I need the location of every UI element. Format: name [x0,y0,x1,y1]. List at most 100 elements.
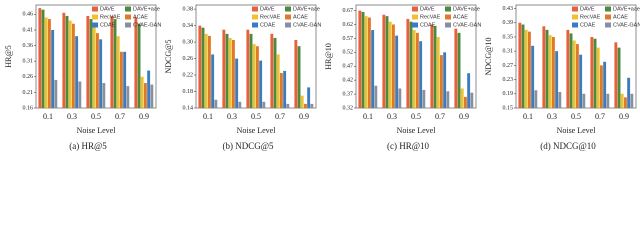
bar [548,35,552,109]
bar [364,16,368,109]
bar [65,15,69,109]
bar [283,70,287,108]
legend-label: RecVAE [260,14,281,20]
bar [374,85,378,108]
bar [262,101,266,108]
bar [214,99,218,108]
y-tick-label: 0.36 [23,43,34,49]
bar [531,45,535,108]
x-tick-label: 0.7 [275,112,285,121]
legend-swatch [285,14,291,20]
y-tick-label: 0.37 [343,91,354,97]
bar [430,24,434,108]
bar [436,37,440,108]
legend-label: DAVE+aae [133,6,160,12]
caption: (b) NDCG@5 [222,141,274,151]
bar [443,52,447,108]
bar [406,18,410,109]
bar [204,33,208,109]
bar [518,22,522,108]
x-tick-label: 0.3 [227,112,237,121]
legend-swatch [605,6,611,12]
bar [273,37,277,108]
legend-swatch [285,6,291,12]
bar [96,33,99,108]
bar [440,55,443,108]
legend-swatch [572,22,578,28]
bar [280,72,283,108]
bar [361,11,365,109]
x-tick-label: 0.3 [547,112,557,121]
bar [624,97,627,108]
legend-label: RecVAE [420,14,441,20]
bar [120,51,123,108]
bar [620,93,624,108]
caption: (c) HR@10 [387,141,430,151]
bar [232,40,235,108]
y-tick-label: 0.47 [343,64,354,70]
y-tick-label: 0.43 [503,6,514,12]
legend-swatch [285,22,291,28]
bar [395,35,399,108]
bar [51,29,55,108]
y-tick-label: 0.67 [343,8,354,14]
x-tick-label: 0.7 [435,112,445,121]
bar [579,54,583,108]
legend-label: DAVE [260,6,275,12]
x-axis-label: Noise Level [397,126,437,135]
legend-swatch [572,14,578,20]
bar [68,20,72,108]
legend-label: ACAE [133,14,148,20]
bar [252,44,256,108]
y-tick-label: 0.16 [23,105,34,111]
legend-label: ACAE [453,14,468,20]
bar [446,91,450,108]
bar [259,60,263,108]
legend-label: DAVE [420,6,435,12]
bar [371,30,375,108]
bar [256,46,259,108]
bar [392,24,395,108]
bar [144,83,147,108]
x-tick-label: 0.5 [571,112,581,121]
legend-label: DAVE [580,6,595,12]
bar [62,12,66,108]
x-tick-label: 0.9 [139,112,149,121]
bar [388,21,392,108]
legend-swatch [252,14,258,20]
legend-swatch [445,22,451,28]
y-tick-label: 0.23 [503,77,514,83]
bar [99,39,103,109]
legend-swatch [572,6,578,12]
bar [590,36,594,109]
y-tick-label: 0.26 [183,56,194,62]
x-tick-label: 0.3 [67,112,77,121]
x-axis-label: Noise Level [557,126,597,135]
y-tick-label: 0.19 [503,91,514,97]
bar [593,38,597,108]
bar [86,15,90,109]
bar [457,32,461,108]
legend-label: CVAE-GAN [613,22,640,28]
bar [422,89,426,108]
bar [78,81,82,108]
legend-label: CDAE [420,22,436,28]
legend-label: RecVAE [580,14,601,20]
y-tick-label: 0.35 [503,34,514,40]
y-tick-label: 0.26 [23,74,34,80]
bar [54,79,58,108]
x-tick-label: 0.1 [363,112,373,121]
bar [416,32,419,108]
x-tick-label: 0.5 [251,112,261,121]
bar [460,88,464,108]
x-tick-label: 0.1 [43,112,53,121]
legend-swatch [125,6,131,12]
y-tick-label: 0.31 [503,49,514,55]
bar [419,41,423,108]
legend-label: DAVE [100,6,115,12]
bar [614,42,618,108]
bar [228,37,232,108]
y-tick-label: 0.30 [183,39,194,45]
x-tick-label: 0.5 [411,112,421,121]
bar [137,23,141,108]
